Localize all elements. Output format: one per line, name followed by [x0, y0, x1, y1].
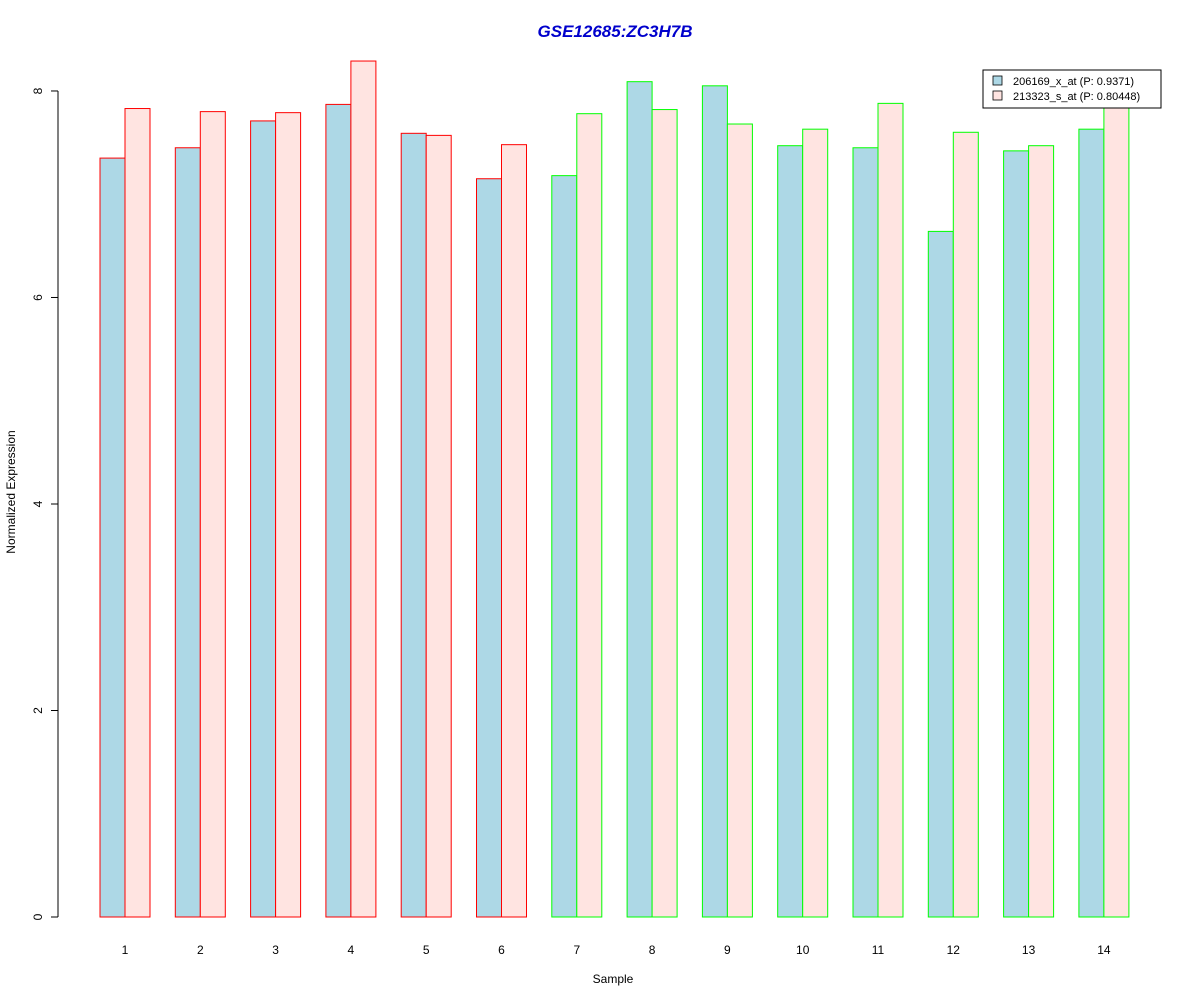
- bars-group: [99, 60, 1130, 918]
- bar-sample-6-series-1: [476, 178, 502, 918]
- x-tick-label: 11: [872, 943, 885, 957]
- y-tick-label: 0: [31, 913, 45, 920]
- x-tick-label: 8: [649, 943, 656, 957]
- bar-sample-4-series-2: [350, 60, 377, 918]
- bar-sample-7-series-1: [551, 175, 578, 918]
- legend-swatch-series-2: [992, 90, 1003, 101]
- bar-sample-12-series-2: [952, 131, 979, 918]
- bar-sample-10-series-1: [777, 145, 804, 918]
- y-axis: 0 2 4 6 8: [31, 87, 59, 920]
- legend: 206169_x_at (P: 0.9371) 213323_s_at (P: …: [982, 69, 1162, 109]
- x-tick-label: 5: [423, 943, 430, 957]
- x-tick-label: 10: [796, 943, 810, 957]
- chart-title: GSE12685:ZC3H7B: [538, 22, 693, 41]
- y-axis-title: Normalized Expression: [4, 430, 18, 553]
- bar-sample-3-series-2: [275, 112, 302, 918]
- legend-label-series-2: 213323_s_at (P: 0.80448): [1013, 91, 1140, 103]
- x-tick-label: 4: [348, 943, 355, 957]
- legend-swatch-series-1: [992, 75, 1003, 86]
- x-tick-labels: 1 2 3 4 5 6 7 8 9 10 11 12 13 14: [122, 943, 1111, 957]
- y-tick-label: 6: [31, 294, 45, 301]
- x-tick-label: 3: [272, 943, 279, 957]
- bar-sample-2-series-2: [199, 111, 226, 918]
- bar-sample-4-series-1: [325, 103, 352, 918]
- bar-sample-8-series-1: [626, 81, 653, 918]
- bar-sample-9-series-2: [726, 123, 753, 918]
- bar-sample-10-series-2: [802, 128, 829, 918]
- x-tick-label: 1: [122, 943, 129, 957]
- bar-sample-1-series-1: [99, 157, 126, 918]
- bar-sample-14-series-1: [1078, 128, 1105, 918]
- x-tick-label: 13: [1022, 943, 1036, 957]
- x-tick-label: 6: [498, 943, 505, 957]
- bar-sample-11-series-1: [852, 147, 879, 918]
- bar-sample-6-series-2: [501, 144, 527, 918]
- y-tick-label: 8: [31, 87, 45, 94]
- bar-sample-8-series-2: [651, 109, 678, 918]
- x-tick-label: 14: [1097, 943, 1111, 957]
- bar-sample-1-series-2: [124, 108, 151, 918]
- bar-sample-13-series-1: [1003, 150, 1030, 918]
- bar-sample-12-series-1: [927, 230, 954, 918]
- bar-sample-3-series-1: [250, 120, 277, 918]
- y-tick-label: 4: [31, 500, 45, 507]
- x-tick-label: 9: [724, 943, 731, 957]
- y-tick-label: 2: [31, 707, 45, 714]
- x-tick-label: 2: [197, 943, 204, 957]
- x-axis-title: Sample: [593, 972, 634, 986]
- x-tick-label: 7: [573, 943, 580, 957]
- bar-sample-2-series-1: [174, 147, 201, 918]
- legend-label-series-1: 206169_x_at (P: 0.9371): [1013, 76, 1134, 88]
- bar-sample-5-series-2: [425, 134, 452, 918]
- bar-sample-9-series-1: [701, 85, 728, 918]
- bar-sample-14-series-2: [1103, 96, 1130, 918]
- bar-sample-7-series-2: [576, 113, 603, 918]
- bar-sample-5-series-1: [400, 132, 427, 918]
- bar-sample-13-series-2: [1028, 145, 1055, 918]
- legend-box: [982, 69, 1162, 109]
- bar-sample-11-series-2: [877, 102, 904, 918]
- x-tick-label: 12: [947, 943, 961, 957]
